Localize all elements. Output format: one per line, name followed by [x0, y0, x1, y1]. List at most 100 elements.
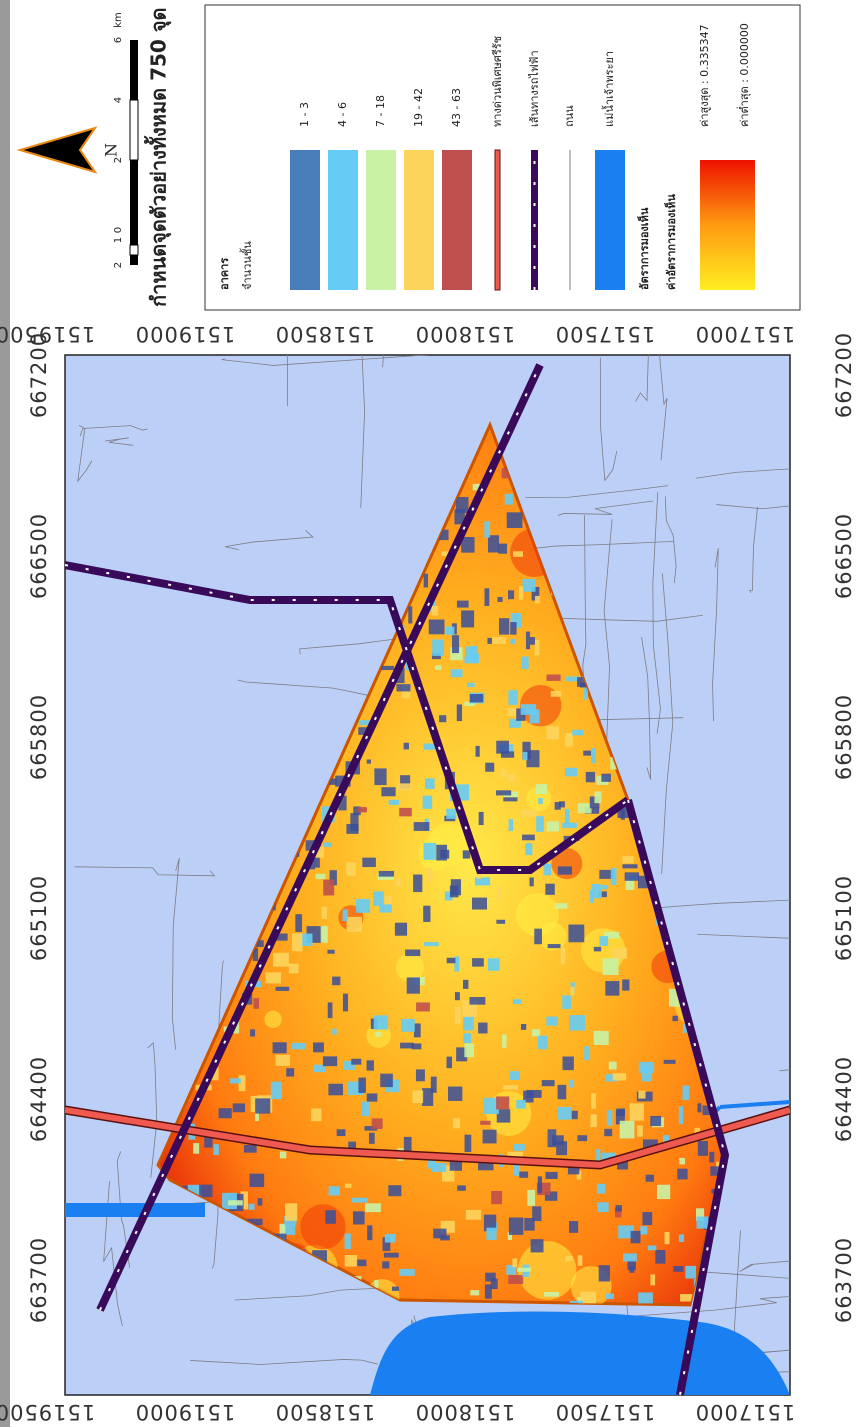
- building: [381, 787, 395, 796]
- scale-label: 2: [113, 157, 124, 163]
- building: [538, 798, 543, 804]
- building: [655, 1250, 665, 1264]
- building: [545, 1172, 557, 1179]
- building: [630, 1103, 644, 1120]
- building: [526, 632, 530, 650]
- building: [379, 871, 394, 877]
- map-layout: 6637006637006644006644006651006651006658…: [0, 5, 863, 1424]
- easting-label: 663700: [832, 1237, 856, 1323]
- building: [399, 808, 412, 817]
- building: [679, 1106, 683, 1124]
- building: [513, 999, 522, 1004]
- building: [578, 803, 592, 813]
- building: [392, 1287, 399, 1291]
- building: [648, 1245, 657, 1250]
- building: [463, 1017, 474, 1031]
- building: [578, 1255, 583, 1266]
- building: [428, 867, 433, 882]
- legend-swatch: [328, 150, 358, 290]
- building: [521, 1024, 526, 1030]
- building: [276, 955, 280, 962]
- building: [255, 1098, 270, 1113]
- building: [407, 977, 420, 993]
- building: [507, 708, 516, 716]
- building: [463, 980, 468, 989]
- building: [485, 1273, 496, 1282]
- building: [367, 1225, 372, 1240]
- easting-label: 666500: [832, 513, 856, 599]
- visibility-spot: [300, 1204, 345, 1249]
- building: [389, 800, 400, 805]
- building: [213, 1144, 218, 1155]
- building: [679, 1158, 685, 1164]
- building: [446, 809, 456, 819]
- building: [599, 936, 608, 946]
- building: [327, 950, 334, 954]
- building: [276, 987, 290, 991]
- building: [505, 494, 513, 505]
- building: [432, 640, 444, 656]
- building: [638, 1091, 645, 1099]
- building: [416, 1002, 430, 1011]
- building: [461, 610, 474, 627]
- northing-label: 1518000: [415, 322, 516, 346]
- building: [276, 1055, 290, 1066]
- legend-subheading: ค่าอัตราการมองเห็น: [664, 194, 678, 290]
- building: [558, 866, 572, 874]
- building: [435, 665, 441, 670]
- building: [516, 1100, 526, 1109]
- building: [590, 1114, 596, 1127]
- building: [321, 926, 328, 943]
- building: [488, 958, 500, 971]
- building: [545, 884, 554, 895]
- building: [677, 1169, 687, 1180]
- building: [534, 929, 542, 945]
- building: [551, 691, 561, 697]
- building: [594, 1031, 609, 1045]
- building: [401, 1019, 415, 1032]
- building: [629, 1266, 634, 1272]
- building: [323, 1056, 337, 1066]
- building: [682, 1086, 689, 1100]
- building: [405, 950, 420, 957]
- building: [565, 1256, 572, 1261]
- building: [273, 953, 289, 967]
- building: [496, 920, 505, 924]
- building: [472, 958, 484, 966]
- building: [623, 1253, 637, 1261]
- building: [569, 1080, 574, 1088]
- northing-label: 1519000: [135, 1400, 236, 1424]
- building: [485, 1284, 492, 1298]
- building: [408, 606, 412, 623]
- building: [478, 1023, 487, 1034]
- building: [558, 1085, 567, 1099]
- north-arrow: [20, 128, 95, 172]
- legend-gradient: [700, 160, 755, 290]
- building: [637, 1125, 643, 1136]
- building: [448, 1087, 462, 1101]
- building: [379, 904, 391, 912]
- building: [465, 1135, 472, 1152]
- building: [510, 622, 516, 635]
- scale-label: 2: [113, 262, 124, 268]
- north-label: N: [102, 143, 121, 157]
- building: [455, 1007, 461, 1024]
- building: [602, 885, 608, 889]
- building: [457, 601, 469, 608]
- building: [527, 1190, 535, 1206]
- building: [291, 1043, 306, 1049]
- building: [289, 964, 299, 974]
- building: [395, 923, 407, 936]
- building: [625, 872, 639, 880]
- legend-label: ทางด่วนพิเศษศรีรัช: [491, 36, 504, 127]
- building: [612, 948, 627, 959]
- building: [605, 981, 619, 996]
- building: [396, 878, 402, 886]
- building: [657, 1185, 670, 1199]
- building: [519, 586, 523, 600]
- building: [423, 906, 430, 922]
- building: [463, 1033, 471, 1043]
- building: [583, 751, 591, 756]
- building: [343, 909, 348, 921]
- building: [351, 1059, 361, 1065]
